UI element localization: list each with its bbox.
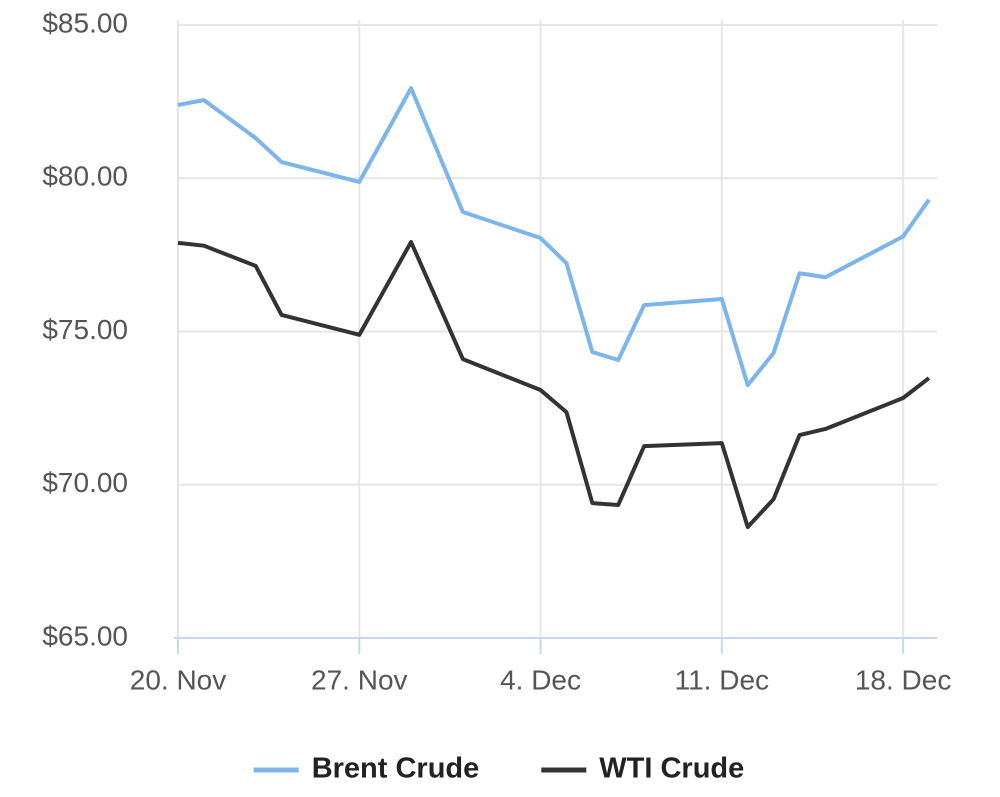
x-tick-label: 20. Nov xyxy=(130,664,227,695)
y-tick-label: $85.00 xyxy=(42,7,128,38)
x-tick-label: 27. Nov xyxy=(311,664,408,695)
legend: Brent Crude WTI Crude xyxy=(253,753,744,785)
legend-label: Brent Crude xyxy=(312,753,480,785)
y-tick-label: $75.00 xyxy=(42,314,128,345)
x-tick-label: 4. Dec xyxy=(500,664,581,695)
y-tick-label: $70.00 xyxy=(42,467,128,498)
y-tick-label: $80.00 xyxy=(42,161,128,192)
legend-item: Brent Crude xyxy=(253,753,480,785)
legend-item: WTI Crude xyxy=(541,753,744,785)
series-line xyxy=(177,240,931,530)
series-line xyxy=(177,86,931,388)
legend-label: WTI Crude xyxy=(599,753,744,785)
x-tick-label: 18. Dec xyxy=(855,664,952,695)
y-tick-label: $65.00 xyxy=(42,620,128,651)
x-tick-label: 11. Dec xyxy=(675,664,769,695)
